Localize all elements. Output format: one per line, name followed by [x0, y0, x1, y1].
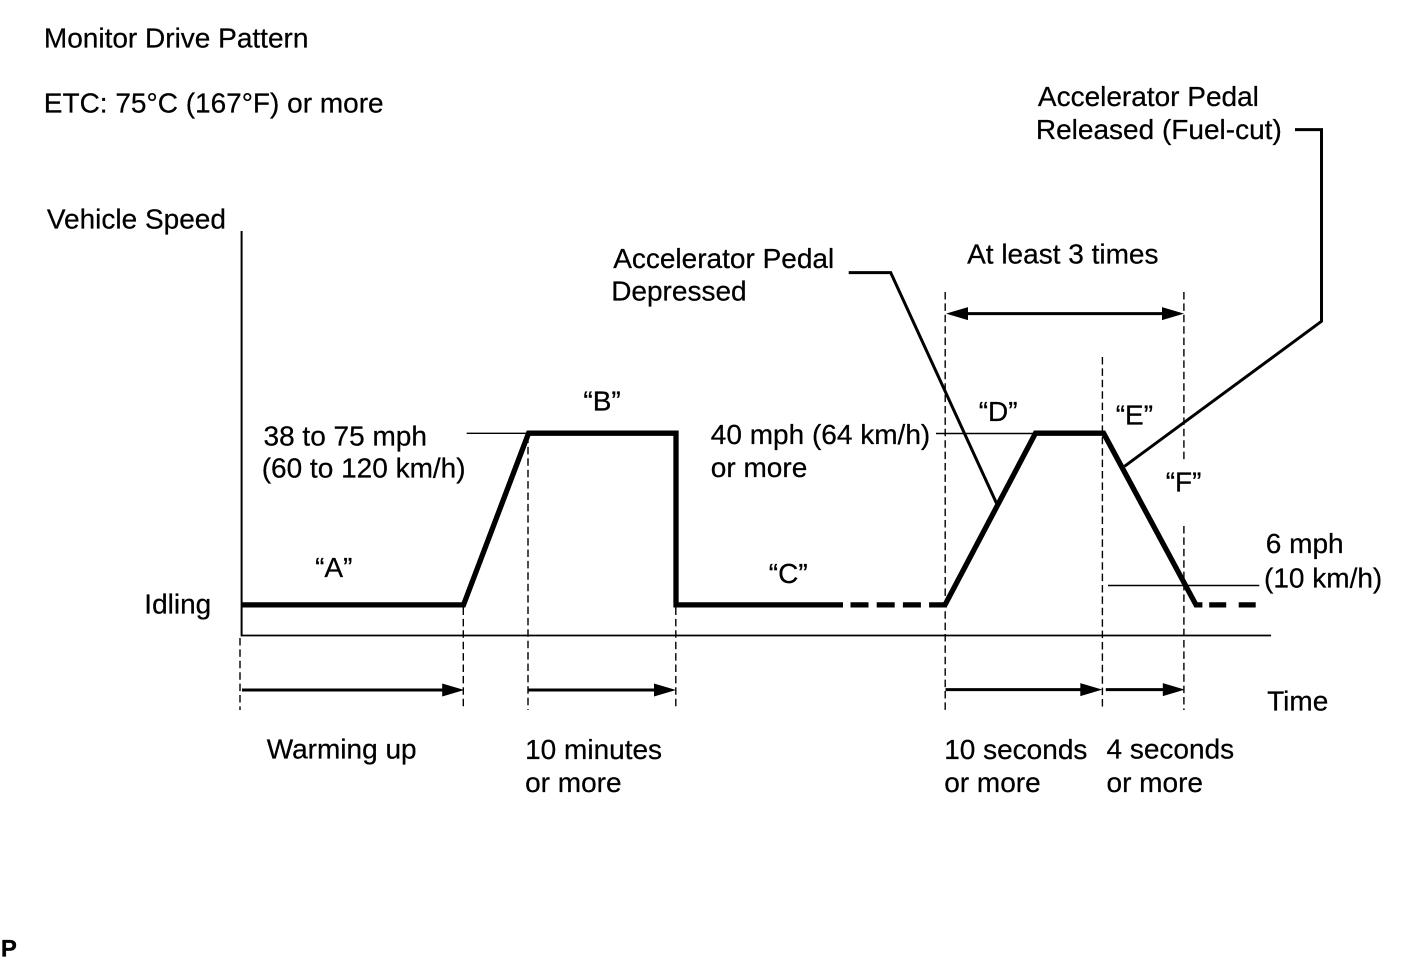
- svg-text:P: P: [1, 936, 17, 959]
- svg-text:10 seconds: 10 seconds: [944, 734, 1087, 765]
- svg-text:“C”: “C”: [769, 558, 808, 589]
- svg-text:6 mph: 6 mph: [1266, 528, 1344, 559]
- svg-text:4 seconds: 4 seconds: [1107, 734, 1235, 765]
- svg-text:or more: or more: [711, 452, 807, 483]
- svg-text:Accelerator Pedal: Accelerator Pedal: [1038, 81, 1259, 112]
- svg-text:(10 km/h): (10 km/h): [1264, 562, 1382, 593]
- svg-text:Depressed: Depressed: [611, 275, 746, 306]
- svg-text:“D”: “D”: [979, 396, 1018, 427]
- svg-text:40 mph (64 km/h): 40 mph (64 km/h): [711, 419, 930, 450]
- svg-text:Released (Fuel-cut): Released (Fuel-cut): [1036, 114, 1282, 145]
- svg-text:(60 to 120 km/h): (60 to 120 km/h): [262, 452, 466, 483]
- svg-text:“B”: “B”: [583, 386, 620, 417]
- svg-text:Time: Time: [1267, 686, 1328, 717]
- svg-text:Idling: Idling: [144, 589, 211, 620]
- svg-text:Warming up: Warming up: [267, 734, 417, 765]
- svg-text:38 to 75 mph: 38 to 75 mph: [264, 421, 427, 452]
- svg-text:or more: or more: [944, 767, 1040, 798]
- svg-text:At least 3 times: At least 3 times: [967, 239, 1158, 270]
- svg-text:Monitor Drive Pattern: Monitor Drive Pattern: [44, 23, 309, 54]
- svg-text:“A”: “A”: [315, 552, 352, 583]
- svg-text:Accelerator Pedal: Accelerator Pedal: [613, 243, 834, 274]
- svg-text:or more: or more: [1107, 767, 1203, 798]
- svg-text:or more: or more: [525, 767, 621, 798]
- svg-text:ETC: 75°C (167°F) or more: ETC: 75°C (167°F) or more: [44, 88, 384, 119]
- svg-text:Vehicle Speed: Vehicle Speed: [47, 204, 226, 235]
- svg-text:10 minutes: 10 minutes: [525, 734, 662, 765]
- svg-text:“F”: “F”: [1166, 467, 1202, 498]
- svg-text:“E”: “E”: [1116, 400, 1153, 431]
